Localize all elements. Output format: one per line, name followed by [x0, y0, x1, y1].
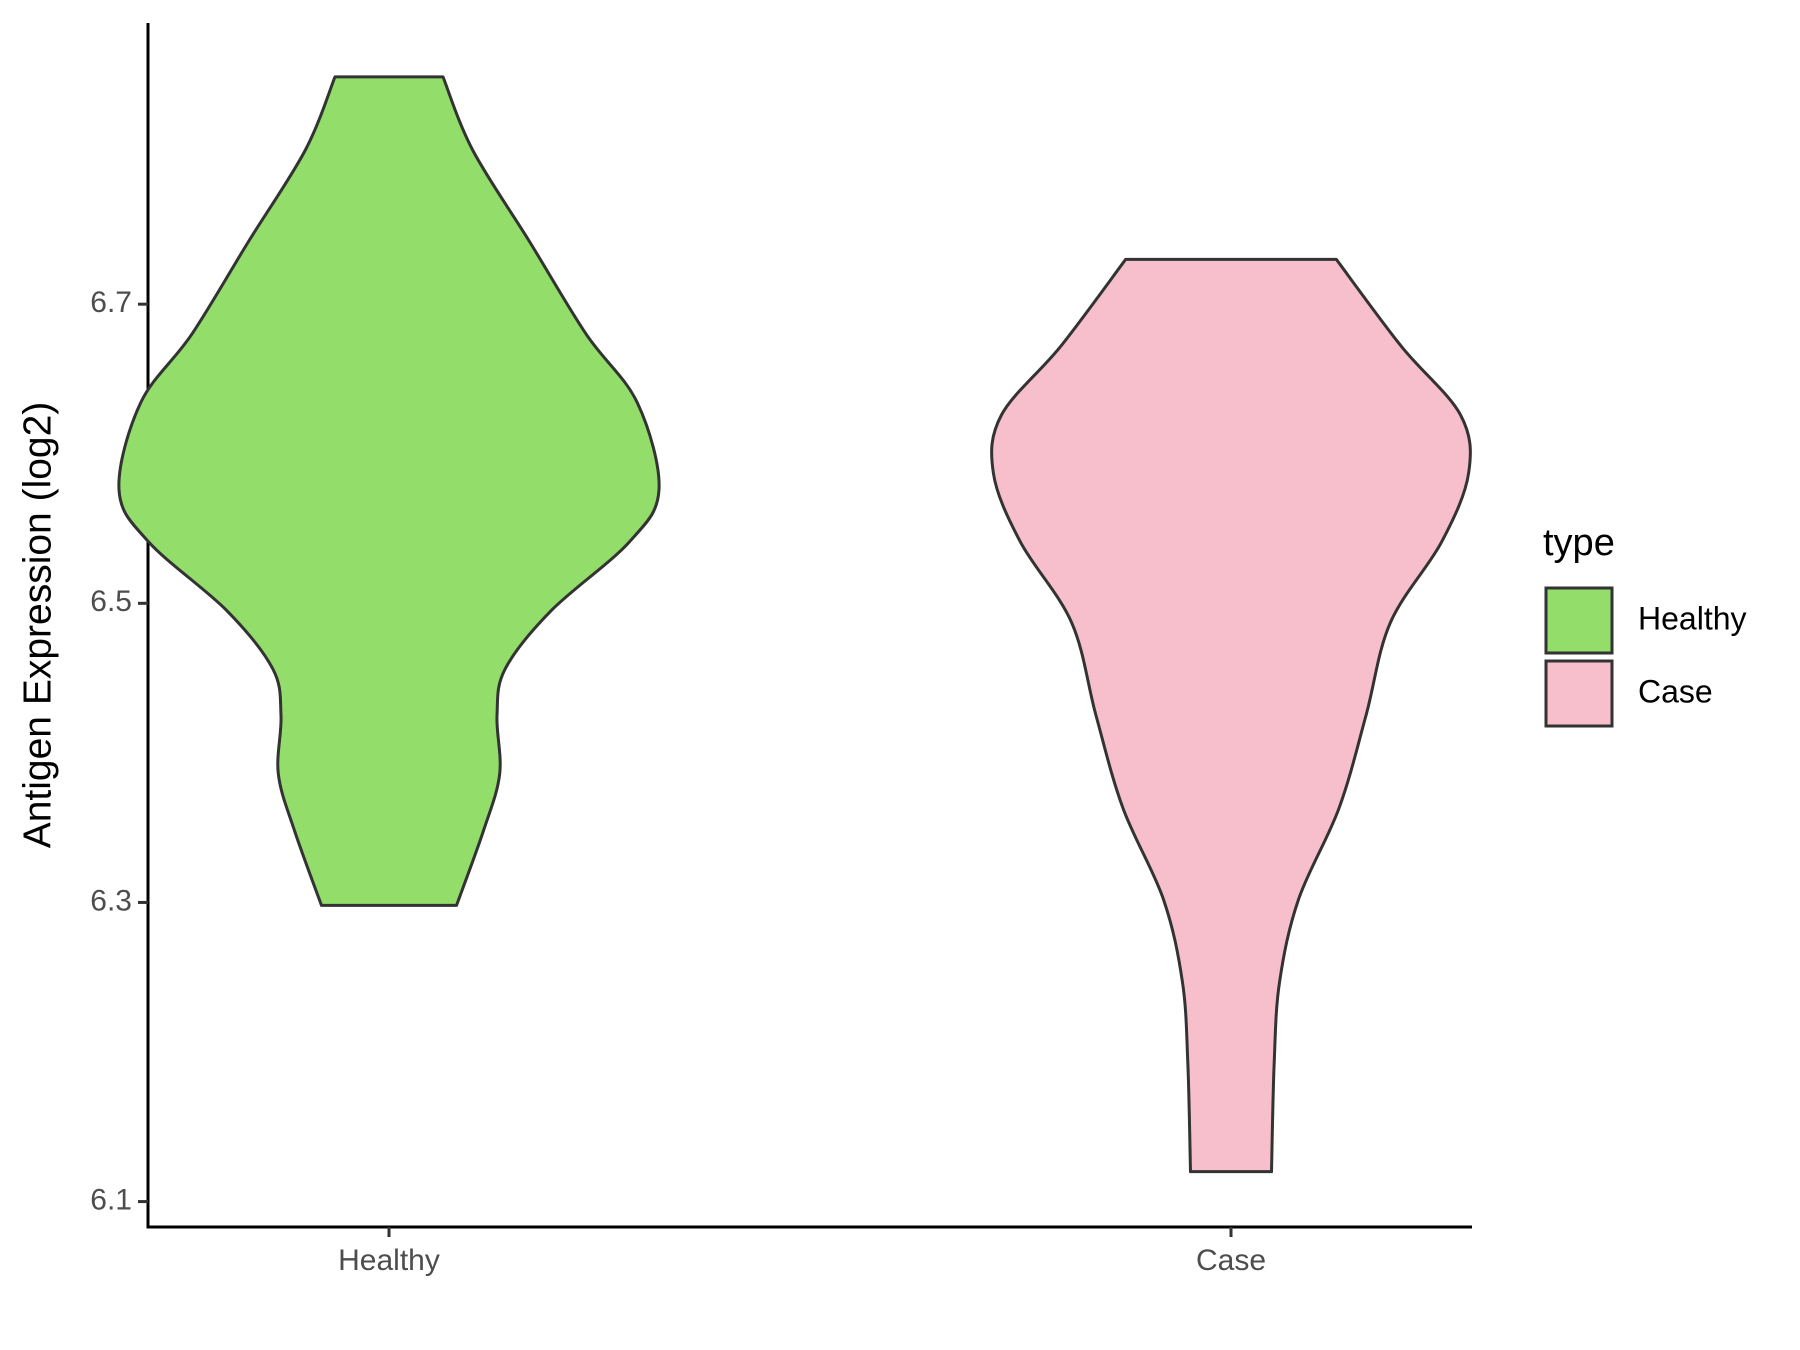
legend-key — [1544, 586, 1614, 655]
y-tick-label: 6.7 — [90, 286, 132, 319]
y-axis-title: Antigen Expression (log2) — [16, 402, 59, 849]
legend-key — [1544, 659, 1614, 728]
y-tick-label: 6.1 — [90, 1183, 132, 1216]
y-tick-label: 6.5 — [90, 585, 132, 618]
violin — [990, 257, 1472, 1174]
legend-label: Healthy — [1638, 600, 1747, 636]
legend-label: Case — [1638, 673, 1713, 709]
x-tick-label: Case — [1196, 1244, 1266, 1277]
x-tick-label: Healthy — [338, 1244, 440, 1277]
violin — [117, 75, 661, 907]
legend-title: type — [1543, 522, 1615, 564]
y-tick-label: 6.3 — [90, 884, 132, 917]
